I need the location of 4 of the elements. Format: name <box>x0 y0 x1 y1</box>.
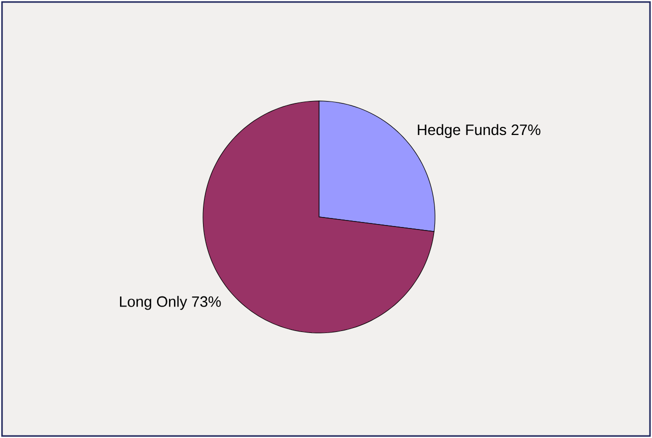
slice-label: Long Only <box>120 296 188 310</box>
slice-label: Hedge Funds <box>418 124 506 138</box>
data-label: 27% <box>512 124 540 136</box>
data-label: 73% <box>192 296 221 307</box>
